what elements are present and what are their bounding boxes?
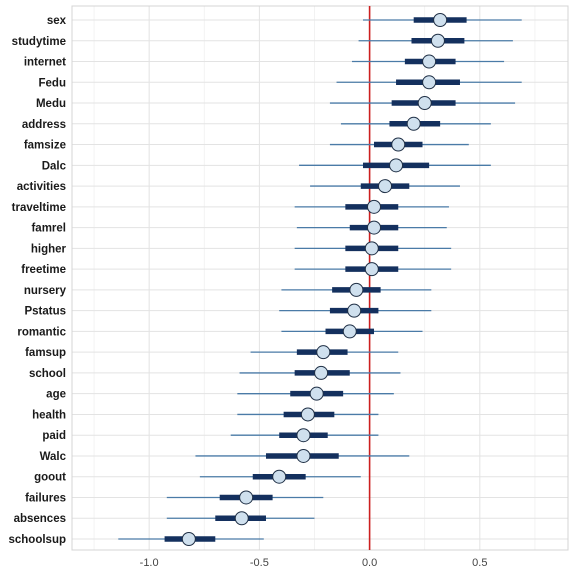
y-label-Medu: Medu xyxy=(36,98,66,110)
point-estimate-traveltime xyxy=(367,199,382,214)
point-estimate-age xyxy=(309,386,324,401)
point-estimate-famsup xyxy=(316,345,331,360)
point-estimate-Pstatus xyxy=(347,303,362,318)
point-estimate-address xyxy=(406,116,421,131)
y-label-nursery: nursery xyxy=(24,285,67,297)
y-label-romantic: romantic xyxy=(17,326,66,338)
y-label-traveltime: traveltime xyxy=(12,202,66,214)
point-estimate-health xyxy=(300,407,315,422)
point-estimate-sex xyxy=(433,13,448,27)
x-tick-label: -1.0 xyxy=(140,557,159,569)
point-estimates xyxy=(181,13,448,546)
y-label-Pstatus: Pstatus xyxy=(24,306,66,318)
y-label-school: school xyxy=(29,368,66,380)
x-tick-label: 0.5 xyxy=(472,557,487,569)
x-axis-labels: -1.0 -0.5 0.0 0.5 xyxy=(140,557,488,569)
point-estimate-Medu xyxy=(417,96,432,111)
point-estimate-studytime xyxy=(430,33,445,48)
y-label-goout: goout xyxy=(34,472,66,484)
point-estimate-famsize xyxy=(391,137,406,152)
y-label-Dalc: Dalc xyxy=(42,160,67,172)
point-estimate-schoolsup xyxy=(181,532,196,546)
y-label-schoolsup: schoolsup xyxy=(8,534,66,546)
x-tick-label: 0.0 xyxy=(362,557,377,569)
y-label-paid: paid xyxy=(42,430,66,442)
y-label-Walc: Walc xyxy=(40,451,67,463)
y-label-Fedu: Fedu xyxy=(39,77,66,89)
point-estimate-famrel xyxy=(367,220,382,235)
point-estimate-internet xyxy=(422,54,437,69)
y-label-famrel: famrel xyxy=(31,223,66,235)
y-label-higher: higher xyxy=(31,243,67,255)
point-estimate-nursery xyxy=(349,282,364,297)
point-estimate-paid xyxy=(296,428,311,443)
y-label-studytime: studytime xyxy=(12,36,66,48)
y-label-address: address xyxy=(22,119,66,131)
point-estimate-romantic xyxy=(342,324,357,339)
y-label-famsize: famsize xyxy=(24,140,66,152)
y-axis-labels: sex studytime internet Fedu Medu address famsi… xyxy=(8,15,66,546)
point-estimate-school xyxy=(314,365,329,380)
y-label-absences: absences xyxy=(14,513,66,525)
y-label-famsup: famsup xyxy=(25,347,66,359)
y-label-failures: failures xyxy=(25,492,66,504)
y-label-sex: sex xyxy=(47,15,67,27)
point-estimate-absences xyxy=(234,511,249,526)
point-estimate-Walc xyxy=(296,448,311,463)
y-label-age: age xyxy=(46,389,66,401)
y-label-internet: internet xyxy=(24,57,66,69)
point-estimate-freetime xyxy=(364,262,379,277)
y-label-activities: activities xyxy=(17,181,66,193)
y-label-freetime: freetime xyxy=(21,264,66,276)
point-estimate-higher xyxy=(364,241,379,256)
point-estimate-failures xyxy=(239,490,254,505)
panel-border xyxy=(71,5,569,551)
point-estimate-activities xyxy=(378,179,393,194)
point-estimate-Fedu xyxy=(422,75,437,90)
x-tick-label: -0.5 xyxy=(250,557,269,569)
y-label-health: health xyxy=(32,409,66,421)
point-estimate-Dalc xyxy=(389,158,404,173)
point-estimate-goout xyxy=(272,469,287,484)
